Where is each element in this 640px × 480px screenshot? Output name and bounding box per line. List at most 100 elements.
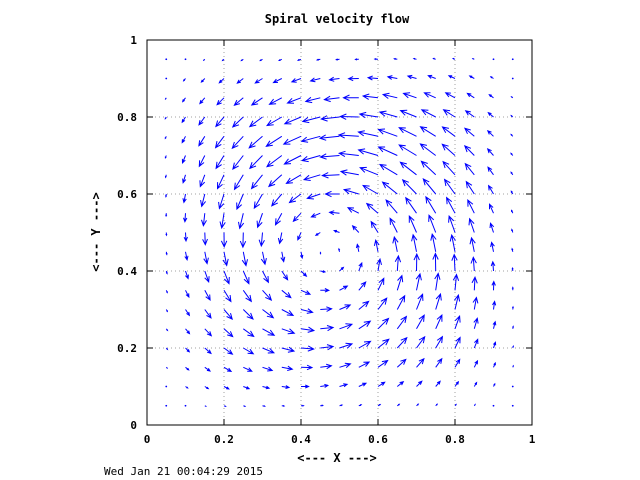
vector-arrow <box>447 75 456 79</box>
vector-arrow <box>182 174 187 184</box>
vector-arrow <box>411 233 418 252</box>
vector-arrow <box>396 336 408 349</box>
vector-arrow <box>250 174 263 190</box>
vector-arrow <box>511 385 514 388</box>
vector-arrow <box>396 274 404 291</box>
vector-arrow <box>419 126 436 137</box>
vector-arrow <box>425 195 437 214</box>
vector-arrow <box>339 113 359 120</box>
vector-arrow <box>221 58 225 62</box>
vector-arrow <box>165 309 168 313</box>
vector-arrow <box>493 361 496 368</box>
vector-arrow <box>240 58 244 62</box>
vector-arrow <box>435 292 442 310</box>
vector-arrow <box>223 347 234 355</box>
vector-arrow <box>464 110 475 118</box>
vector-arrow <box>262 289 273 302</box>
vector-arrow <box>416 335 426 349</box>
vector-arrow <box>204 309 212 319</box>
vector-arrow <box>358 382 368 387</box>
vector-arrow <box>339 169 359 176</box>
vector-arrow <box>202 232 208 246</box>
vector-arrow <box>471 58 475 60</box>
vector-arrow <box>510 96 514 99</box>
vector-arrow <box>309 77 321 83</box>
y-tick-labels: 0 0.2 0.4 0.6 0.8 1 <box>117 34 532 432</box>
vector-arrow <box>165 347 169 351</box>
vector-arrow <box>320 404 324 407</box>
vector-arrow <box>469 236 476 252</box>
vector-arrow <box>449 233 456 252</box>
x-tick-label: 0.4 <box>291 433 311 446</box>
vector-arrow <box>314 232 321 236</box>
vector-arrow <box>164 97 167 101</box>
vector-arrow <box>256 213 263 229</box>
vector-arrow <box>292 212 302 223</box>
vector-arrow <box>396 315 408 330</box>
vector-arrow <box>242 290 253 303</box>
vector-arrow <box>473 359 479 368</box>
vector-arrow <box>399 161 417 176</box>
vector-arrow <box>432 252 439 272</box>
vector-arrow <box>454 380 460 387</box>
vector-arrow <box>451 253 458 272</box>
vector-arrow <box>204 328 213 337</box>
vector-arrow <box>249 155 263 170</box>
vector-arrow <box>320 363 333 370</box>
vector-arrow <box>355 243 360 252</box>
vector-arrow <box>300 326 316 333</box>
vector-arrow <box>297 232 302 241</box>
vector-arrow <box>262 328 276 336</box>
vector-arrow <box>274 212 283 226</box>
vector-arrow <box>357 130 379 137</box>
vector-arrow <box>165 404 168 407</box>
vector-arrow <box>397 403 401 407</box>
vector-arrow <box>386 75 398 80</box>
x-tick-label: 0.6 <box>368 433 388 446</box>
y-tick-label: 0.6 <box>117 188 137 201</box>
x-tick-label: 0.2 <box>214 433 234 446</box>
vector-arrow <box>301 384 310 389</box>
vector-arrow <box>452 273 460 291</box>
vector-arrow <box>366 75 379 81</box>
vector-arrow <box>281 270 289 281</box>
vector-arrow <box>373 58 379 61</box>
vector-arrow <box>473 338 479 349</box>
vector-arrow <box>223 309 233 321</box>
vector-arrow <box>319 153 340 160</box>
vector-arrow <box>248 116 263 128</box>
vector-arrow <box>358 361 371 368</box>
vector-arrow <box>181 116 186 124</box>
vector-arrow <box>283 116 302 125</box>
vector-arrow <box>377 338 390 349</box>
vector-arrow <box>454 336 461 349</box>
vector-arrow <box>463 145 475 156</box>
vector-arrow <box>328 76 340 82</box>
vector-arrow <box>488 93 494 99</box>
vector-arrow <box>338 247 341 252</box>
vector-arrow <box>283 155 302 165</box>
vector-arrow <box>362 184 379 195</box>
vector-arrow <box>183 232 188 243</box>
vector-arrow <box>262 405 267 407</box>
vector-arrow <box>454 293 461 310</box>
vector-arrow <box>304 96 321 104</box>
vector-arrow <box>381 92 398 99</box>
vector-arrow <box>204 290 211 302</box>
vector-arrow <box>347 76 359 82</box>
vector-arrow <box>165 232 168 237</box>
vector-arrow <box>321 172 340 179</box>
vector-arrow <box>300 270 308 277</box>
vector-arrow <box>203 251 209 265</box>
vector-arrow <box>181 155 186 164</box>
vector-arrow <box>377 297 388 310</box>
vector-arrow <box>300 404 305 407</box>
vector-arrow <box>396 380 405 387</box>
vector-arrow <box>405 196 417 214</box>
vector-arrow <box>373 238 380 252</box>
vector-arrow <box>199 97 206 105</box>
vector-arrow <box>473 381 478 387</box>
vector-arrow <box>243 405 247 407</box>
vector-arrow <box>358 300 370 310</box>
